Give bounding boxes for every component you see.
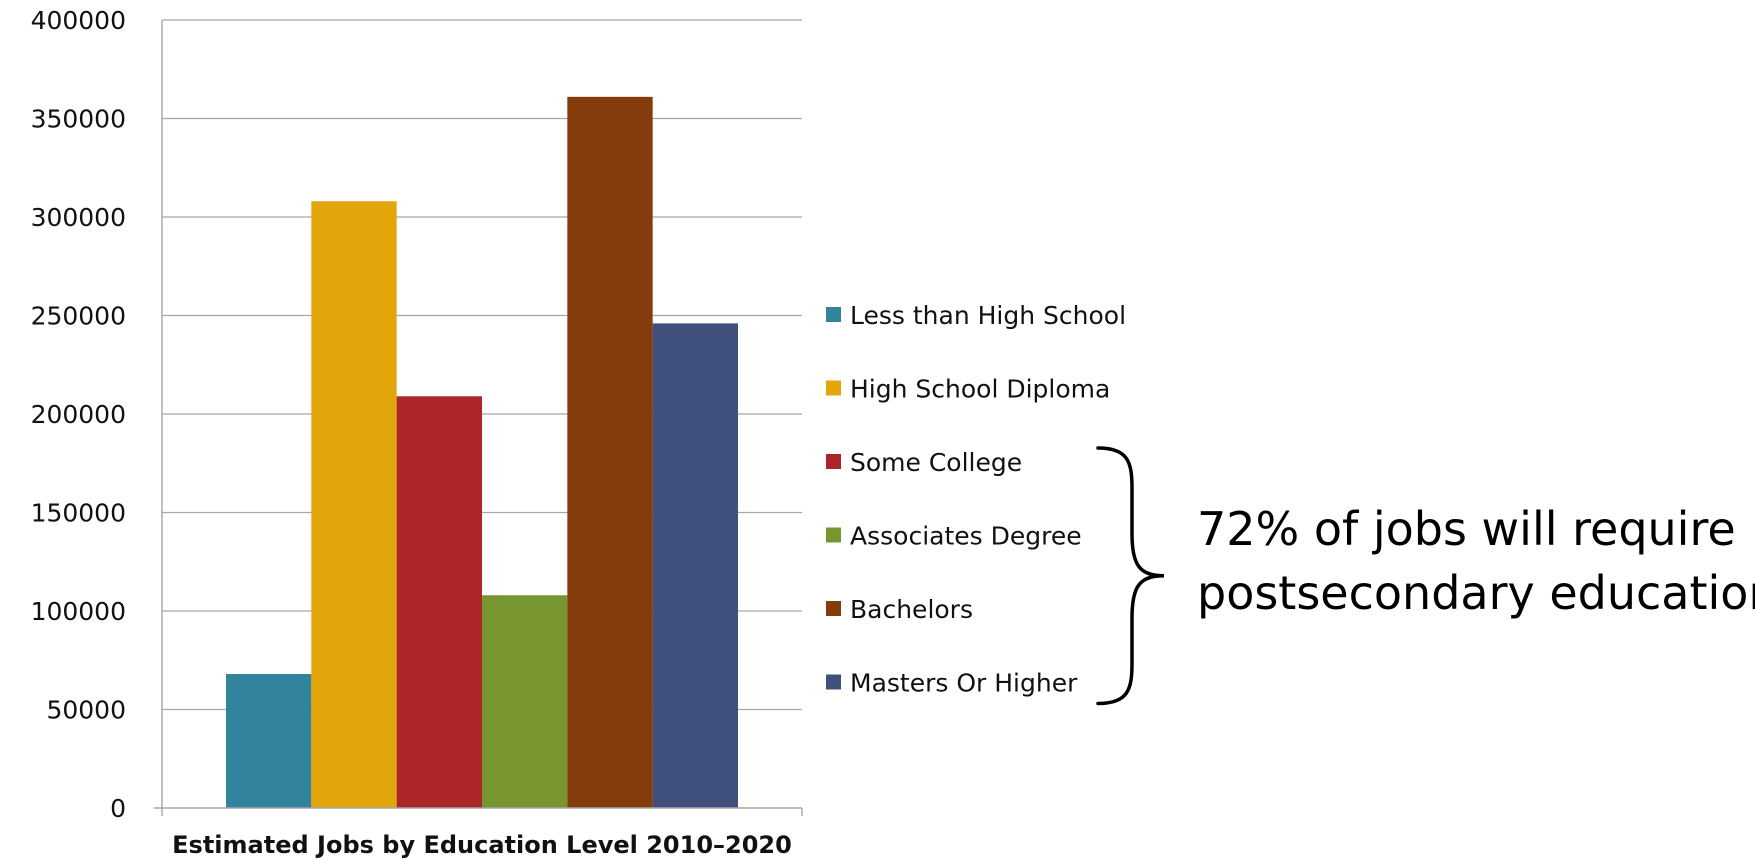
bar xyxy=(396,396,482,808)
y-tick-label: 250000 xyxy=(31,302,126,331)
legend-label: Less than High School xyxy=(850,301,1126,330)
bar xyxy=(311,201,397,809)
legend: Less than High School High School Diploma… xyxy=(826,301,1126,698)
y-tick-label: 150000 xyxy=(31,499,126,528)
bar xyxy=(567,96,653,808)
y-tick-labels: 0 50000 100000 150000 200000 250000 300000 3500… xyxy=(31,6,126,823)
bars xyxy=(226,96,738,809)
y-tick-label: 50000 xyxy=(46,696,126,725)
y-tick-label: 0 xyxy=(110,794,126,823)
bracket-brace xyxy=(1096,446,1165,706)
y-tick-label: 100000 xyxy=(31,597,126,626)
bar xyxy=(482,595,568,808)
annotation-line-2: postsecondary education xyxy=(1197,566,1755,620)
bar xyxy=(226,674,312,808)
y-tick-label: 200000 xyxy=(31,400,126,429)
annotation-line-1: 72% of jobs will require xyxy=(1197,502,1736,556)
x-axis-title: Estimated Jobs by Education Level 2010–2… xyxy=(172,831,792,859)
y-tick-label: 400000 xyxy=(31,6,126,35)
legend-label: Associates Degree xyxy=(850,522,1082,551)
axes xyxy=(154,20,803,816)
bar xyxy=(652,323,738,808)
y-tick-label: 300000 xyxy=(31,203,126,232)
legend-label: Masters Or Higher xyxy=(850,669,1078,698)
legend-swatch xyxy=(826,380,841,396)
legend-label: Bachelors xyxy=(850,595,973,624)
legend-swatch xyxy=(826,674,841,690)
legend-swatch xyxy=(826,527,841,543)
legend-swatch xyxy=(826,307,841,322)
legend-label: High School Diploma xyxy=(850,375,1110,404)
y-tick-label: 350000 xyxy=(31,105,126,134)
legend-label: Some College xyxy=(850,448,1022,477)
legend-swatch xyxy=(826,601,841,616)
legend-swatch xyxy=(826,454,841,469)
